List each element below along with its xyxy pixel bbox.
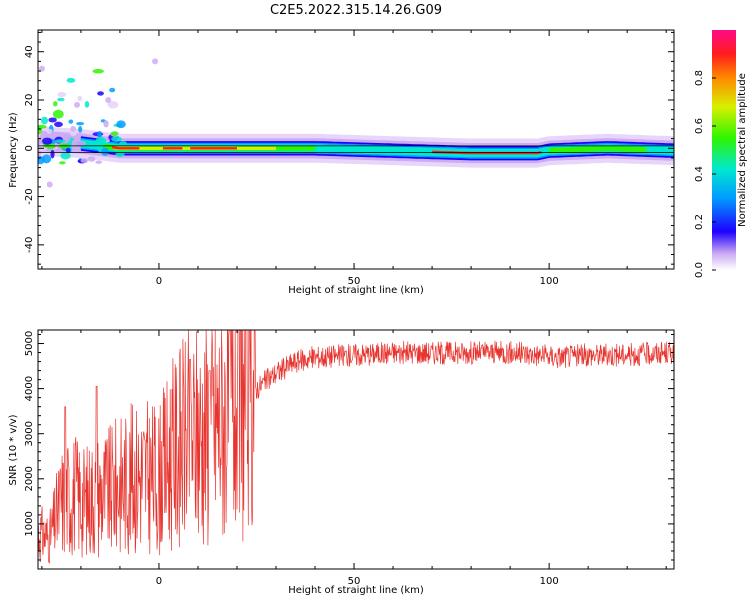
spectral-blob [152,58,159,65]
spectral-blob [66,77,76,83]
spectrogram-x-axis-label: Height of straight line (km) [288,285,424,296]
spectral-blob [54,121,63,128]
spectral-blob [38,125,43,135]
spectral-blob [54,139,66,143]
colorbar-tick-label: 0.4 [694,166,705,182]
spectral-blob [41,154,52,164]
x-tick-label: 100 [540,576,559,587]
y-tick-label: 20 [24,94,35,107]
colorbar-tick-label: 0.8 [694,70,705,86]
y-tick-label: 2000 [24,466,35,491]
spectrogram-panel: 0 50 100 -40 -20 0 20 40 Height of straight lin… [8,29,675,296]
figure-title: C2E5.2022.315.14.26.G09 [270,3,442,18]
spectral-blob [115,152,125,157]
y-tick-label: 4000 [24,376,35,401]
y-tick-label: 1000 [24,511,35,536]
colorbar-tick-label: 0.0 [694,262,705,278]
y-tick-label: 0 [24,145,35,151]
spectral-blob [78,125,83,133]
x-tick-label: 50 [348,276,361,287]
spectral-blob [109,87,116,93]
spectral-band [162,147,183,150]
spectrogram-frame [37,29,675,270]
spectral-blob [103,120,109,128]
colorbar-tick-label: 0.2 [694,214,705,230]
spectral-blob [50,149,55,159]
spectral-band [549,145,647,154]
spectral-band [112,146,140,150]
spectral-blob [111,136,122,142]
spectral-blob [77,95,83,102]
spectral-blob [98,138,106,142]
snr-frame [37,329,675,570]
spectral-blob [116,120,126,129]
y-tick-label: -20 [24,188,35,204]
snr-ticks: 0 50 100 1000 2000 3000 4000 5000 [24,330,674,587]
spectral-blob [57,97,65,102]
spectral-blob [60,152,71,160]
spectral-blob [76,121,85,126]
snr-panel: 0 50 100 1000 2000 3000 4000 5000 Height of str… [8,329,675,596]
spectral-blob [48,117,57,123]
spectral-blob [42,137,53,145]
x-tick-label: 0 [156,276,162,287]
spectral-blob [87,156,96,162]
spectral-blob [84,100,90,108]
x-tick-label: 0 [156,576,162,587]
spectral-blob [97,91,104,96]
spectral-blob [59,161,66,165]
spectral-blob [38,65,45,72]
snr-series-line [38,330,674,565]
spectral-blob [80,158,89,163]
colorbar-label: Normalized spectral amplitude [737,73,748,227]
spectral-blob [53,101,58,107]
spectral-blob [57,92,67,98]
spectral-blob [55,148,61,152]
spectral-blob [105,97,112,104]
spectral-blob [92,69,104,74]
y-tick-label: 5000 [24,331,35,356]
spectral-blob [101,147,109,156]
spectral-blob [119,141,127,145]
spectral-band [190,147,237,150]
x-tick-label: 50 [348,576,361,587]
spectral-blob [70,125,77,132]
spectral-blob [70,130,77,137]
y-tick-label: -40 [24,237,35,253]
spectral-blob [110,131,119,136]
spectral-blob [65,147,71,153]
y-tick-label: 40 [24,45,35,58]
spectral-blob [74,101,81,108]
spectral-blob [46,128,53,134]
snr-x-axis-label: Height of straight line (km) [288,585,424,596]
spectral-blob [52,109,64,119]
spectral-blob [75,140,86,147]
snr-y-axis-label: SNR (10 * v/v) [8,414,19,485]
spectral-blob [95,160,103,164]
spectrogram-y-axis-label: Frequency (Hz) [8,112,19,188]
spectrogram-ticks: 0 50 100 -40 -20 0 20 40 [24,30,674,287]
spectrogram-image [38,58,674,188]
spectral-blob [68,119,74,124]
colorbar-tick-label: 0.6 [694,118,705,134]
spectral-blob [40,116,49,125]
colorbar-ticks: 0.0 0.2 0.4 0.6 0.8 [694,70,716,278]
x-tick-label: 100 [540,276,559,287]
spectral-blob [107,100,119,109]
colorbar-gradient [712,30,736,270]
colorbar: 0.0 0.2 0.4 0.6 0.8 Normalized spectral ampl… [694,30,748,278]
y-tick-label: 3000 [24,421,35,446]
spectral-blob [46,181,53,188]
